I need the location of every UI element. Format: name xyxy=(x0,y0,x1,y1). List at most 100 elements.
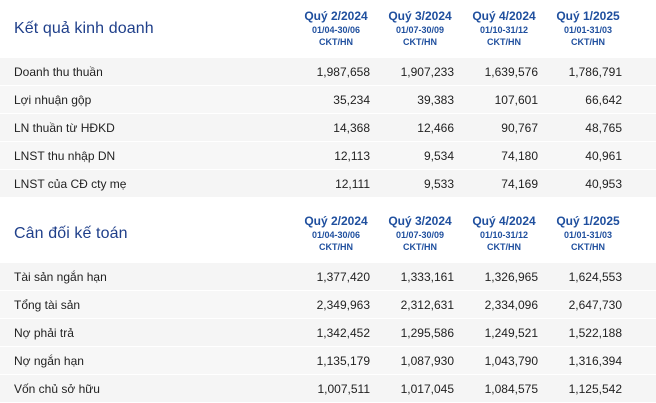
cell-value: 2,647,730 xyxy=(568,298,622,312)
cell-value: 74,169 xyxy=(501,177,538,191)
cell-value: 1,639,576 xyxy=(484,65,538,79)
column-quarter[interactable]: Quý 3/2024 xyxy=(388,214,452,228)
row-label: Tài sản ngắn hạn xyxy=(14,270,107,284)
income-statement-header: Kết quả kinh doanh Quý 2/2024 01/04-30/0… xyxy=(0,0,656,58)
column-header-q2-2024[interactable]: Quý 2/2024 01/04-30/06 CKT/HN xyxy=(294,10,378,48)
cell-value: 35,234 xyxy=(333,93,370,107)
column-header-q4-2024[interactable]: Quý 4/2024 01/10-31/12 CKT/HN xyxy=(462,215,546,253)
table-row: Nợ ngắn hạn 1,135,179 1,087,930 1,043,79… xyxy=(0,347,656,375)
table-row: Doanh thu thuần 1,987,658 1,907,233 1,63… xyxy=(0,58,656,86)
column-range: 01/04-30/06 xyxy=(311,230,361,240)
column-quarter[interactable]: Quý 2/2024 xyxy=(304,214,368,228)
column-unit: CKT/HN xyxy=(571,242,605,252)
table-row: LNST thu nhập DN 12,113 9,534 74,180 40,… xyxy=(0,142,656,170)
table-row: Tài sản ngắn hạn 1,377,420 1,333,161 1,3… xyxy=(0,263,656,291)
column-unit: CKT/HN xyxy=(571,37,605,47)
cell-value: 1,316,394 xyxy=(568,354,622,368)
cell-value: 1,043,790 xyxy=(484,354,538,368)
column-unit: CKT/HN xyxy=(487,37,521,47)
cell-value: 90,767 xyxy=(501,121,538,135)
cell-value: 1,377,420 xyxy=(316,270,370,284)
cell-value: 1,342,452 xyxy=(316,326,370,340)
column-range: 01/10-31/12 xyxy=(479,25,529,35)
column-range: 01/10-31/12 xyxy=(479,230,529,240)
section-title: Kết quả kinh doanh xyxy=(14,20,154,37)
cell-value: 1,786,791 xyxy=(568,65,622,79)
column-range: 01/01-31/03 xyxy=(563,230,613,240)
cell-value: 12,113 xyxy=(334,149,370,163)
income-statement-rows: Doanh thu thuần 1,987,658 1,907,233 1,63… xyxy=(0,58,656,198)
table-row: LN thuần từ HĐKD 14,368 12,466 90,767 48… xyxy=(0,114,656,142)
table-row: Tổng tài sản 2,349,963 2,312,631 2,334,0… xyxy=(0,291,656,319)
cell-value: 1,135,179 xyxy=(316,354,370,368)
column-range: 01/01-31/03 xyxy=(563,25,613,35)
column-header-q3-2024[interactable]: Quý 3/2024 01/07-30/09 CKT/HN xyxy=(378,215,462,253)
column-quarter[interactable]: Quý 4/2024 xyxy=(472,9,536,23)
column-header-q2-2024[interactable]: Quý 2/2024 01/04-30/06 CKT/HN xyxy=(294,215,378,253)
cell-value: 12,111 xyxy=(335,177,370,191)
column-range: 01/07-30/09 xyxy=(395,230,445,240)
row-label: LN thuần từ HĐKD xyxy=(14,121,115,135)
cell-value: 74,180 xyxy=(501,149,538,163)
column-quarter[interactable]: Quý 3/2024 xyxy=(388,9,452,23)
column-range: 01/07-30/09 xyxy=(395,25,445,35)
row-label: Tổng tài sản xyxy=(14,298,81,312)
cell-value: 40,961 xyxy=(585,149,622,163)
cell-value: 66,642 xyxy=(585,93,622,107)
cell-value: 14,368 xyxy=(333,121,370,135)
table-row: Lợi nhuận gộp 35,234 39,383 107,601 66,6… xyxy=(0,86,656,114)
cell-value: 1,017,045 xyxy=(400,382,454,396)
cell-value: 1,522,188 xyxy=(568,326,622,340)
column-header-q4-2024[interactable]: Quý 4/2024 01/10-31/12 CKT/HN xyxy=(462,10,546,48)
cell-value: 48,765 xyxy=(585,121,622,135)
cell-value: 1,295,586 xyxy=(400,326,454,340)
cell-value: 1,007,511 xyxy=(317,382,371,396)
cell-value: 1,624,553 xyxy=(568,270,622,284)
column-unit: CKT/HN xyxy=(319,37,353,47)
row-label: Doanh thu thuần xyxy=(14,65,103,79)
cell-value: 40,953 xyxy=(585,177,622,191)
cell-value: 12,466 xyxy=(417,121,454,135)
cell-value: 1,987,658 xyxy=(316,65,370,79)
row-label: Vốn chủ sở hữu xyxy=(14,382,100,396)
cell-value: 2,349,963 xyxy=(316,298,370,312)
income-statement-section: Kết quả kinh doanh Quý 2/2024 01/04-30/0… xyxy=(0,0,656,198)
cell-value: 107,601 xyxy=(494,93,538,107)
column-unit: CKT/HN xyxy=(487,242,521,252)
cell-value: 2,312,631 xyxy=(400,298,454,312)
column-unit: CKT/HN xyxy=(403,37,437,47)
balance-sheet-section: Cân đối kế toán Quý 2/2024 01/04-30/06 C… xyxy=(0,205,656,403)
column-header-q1-2025[interactable]: Quý 1/2025 01/01-31/03 CKT/HN xyxy=(546,10,630,48)
row-label: Nợ ngắn hạn xyxy=(14,354,84,368)
row-label: LNST thu nhập DN xyxy=(14,149,116,163)
row-label: LNST của CĐ cty mẹ xyxy=(14,177,127,191)
cell-value: 1,907,233 xyxy=(400,65,454,79)
column-range: 01/04-30/06 xyxy=(311,25,361,35)
column-header-q3-2024[interactable]: Quý 3/2024 01/07-30/09 CKT/HN xyxy=(378,10,462,48)
cell-value: 2,334,096 xyxy=(484,298,538,312)
row-label: Lợi nhuận gộp xyxy=(14,93,92,107)
cell-value: 1,333,161 xyxy=(400,270,454,284)
table-row: Nợ phải trả 1,342,452 1,295,586 1,249,52… xyxy=(0,319,656,347)
cell-value: 1,125,542 xyxy=(568,382,622,396)
cell-value: 1,084,575 xyxy=(484,382,538,396)
cell-value: 1,249,521 xyxy=(484,326,538,340)
column-unit: CKT/HN xyxy=(319,242,353,252)
column-quarter[interactable]: Quý 1/2025 xyxy=(556,214,620,228)
column-header-q1-2025[interactable]: Quý 1/2025 01/01-31/03 CKT/HN xyxy=(546,215,630,253)
cell-value: 1,087,930 xyxy=(400,354,454,368)
table-row: Vốn chủ sở hữu 1,007,511 1,017,045 1,084… xyxy=(0,375,656,403)
column-quarter[interactable]: Quý 2/2024 xyxy=(304,9,368,23)
cell-value: 9,534 xyxy=(423,149,454,163)
balance-sheet-header: Cân đối kế toán Quý 2/2024 01/04-30/06 C… xyxy=(0,205,656,263)
balance-sheet-rows: Tài sản ngắn hạn 1,377,420 1,333,161 1,3… xyxy=(0,263,656,403)
column-unit: CKT/HN xyxy=(403,242,437,252)
section-title: Cân đối kế toán xyxy=(14,225,128,242)
column-quarter[interactable]: Quý 4/2024 xyxy=(472,214,536,228)
cell-value: 9,533 xyxy=(423,177,454,191)
cell-value: 1,326,965 xyxy=(484,270,538,284)
row-label: Nợ phải trả xyxy=(14,326,74,340)
column-quarter[interactable]: Quý 1/2025 xyxy=(556,9,620,23)
table-row: LNST của CĐ cty mẹ 12,111 9,533 74,169 4… xyxy=(0,170,656,198)
section-spacer xyxy=(0,198,656,205)
